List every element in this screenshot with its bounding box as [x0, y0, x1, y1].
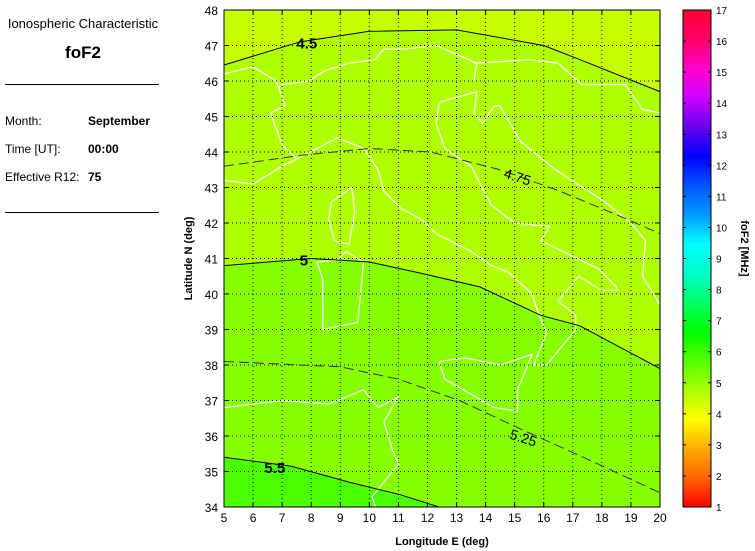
y-tick-label: 37 [205, 395, 219, 409]
info-heading: Ionospheric Characteristic [7, 16, 159, 31]
colorbar-tick-label: 7 [716, 317, 722, 328]
x-tick-label: 11 [392, 511, 405, 525]
y-tick-label: 45 [205, 111, 219, 125]
x-tick-label: 20 [653, 511, 667, 525]
colorbar-tick-label: 11 [716, 192, 727, 203]
r12-value: 75 [88, 170, 102, 184]
y-tick-label: 41 [205, 253, 219, 267]
x-tick-label: 13 [450, 511, 464, 525]
contour-label: 5 [300, 252, 308, 269]
colorbar-tick-label: 16 [716, 37, 728, 48]
parameter-name: foF2 [65, 43, 101, 62]
x-tick-label: 17 [566, 511, 580, 525]
x-tick-label: 12 [421, 511, 435, 525]
colorbar [682, 9, 712, 508]
y-tick-label: 43 [205, 182, 219, 196]
y-tick-label: 36 [205, 430, 219, 444]
y-tick-label: 47 [205, 40, 219, 54]
colorbar-tick-label: 12 [716, 161, 728, 172]
divider [5, 84, 159, 85]
colorbar-tick-label: 13 [716, 130, 728, 141]
y-tick-label: 34 [205, 501, 219, 515]
time-value: 00:00 [88, 142, 119, 156]
time-label: Time [UT]: [5, 142, 61, 156]
colorbar-label: foF2 [MHz] [738, 220, 750, 277]
colorbar-tick-label: 4 [716, 410, 722, 421]
y-tick-label: 42 [205, 217, 219, 231]
x-tick-label: 6 [250, 511, 257, 525]
x-tick-label: 10 [363, 511, 377, 525]
colorbar-tick-label: 14 [716, 99, 728, 110]
colorbar-tick-label: 2 [716, 472, 722, 483]
x-tick-label: 14 [479, 511, 493, 525]
contour-line [223, 360, 661, 494]
coastline [316, 250, 365, 331]
fill-band [224, 457, 440, 507]
contour-line [223, 257, 661, 369]
x-tick-label: 18 [595, 511, 609, 525]
divider [5, 212, 159, 213]
coastline [223, 389, 400, 508]
x-tick-label: 9 [337, 511, 344, 525]
colorbar-tick-label: 8 [716, 286, 722, 297]
colorbar-tick-label: 9 [716, 255, 722, 266]
fill-band [224, 258, 660, 507]
x-axis-label: Longitude E (deg) [395, 536, 489, 548]
coastline [278, 44, 478, 89]
y-tick-label: 38 [205, 359, 219, 373]
month-value: September [88, 114, 151, 128]
x-tick-label: 7 [279, 511, 286, 525]
y-tick-label: 48 [205, 4, 219, 18]
x-tick-label: 16 [537, 511, 551, 525]
contour-label: 4.5 [296, 36, 317, 53]
x-tick-label: 8 [308, 511, 315, 525]
x-tick-label: 15 [508, 511, 522, 525]
colorbar-tick-label: 10 [716, 223, 728, 234]
y-tick-label: 39 [205, 324, 219, 338]
colorbar-tick-label: 1 [716, 503, 722, 514]
colorbar-tick-label: 6 [716, 348, 722, 359]
y-tick-label: 40 [205, 288, 219, 302]
contour-line [223, 29, 661, 93]
colorbar-tick-label: 3 [716, 441, 722, 452]
coastline [473, 59, 661, 114]
y-tick-label: 44 [205, 146, 219, 160]
coastline [438, 353, 534, 412]
colorbar-tick-label: 15 [716, 68, 728, 79]
coastline [328, 187, 356, 246]
y-tick-label: 35 [205, 466, 219, 480]
contour-line [223, 456, 440, 508]
colorbar-tick-label: 5 [716, 379, 722, 390]
y-axis-label: Latitude N (deg) [183, 216, 195, 300]
y-tick-label: 46 [205, 75, 219, 89]
x-tick-label: 5 [221, 511, 228, 525]
contour-label: 5.5 [264, 460, 285, 477]
x-tick-label: 19 [624, 511, 638, 525]
r12-label: Effective R12: [5, 170, 80, 184]
month-label: Month: [5, 114, 42, 128]
colorbar-tick-label: 17 [716, 6, 728, 17]
contour-line [223, 147, 661, 235]
